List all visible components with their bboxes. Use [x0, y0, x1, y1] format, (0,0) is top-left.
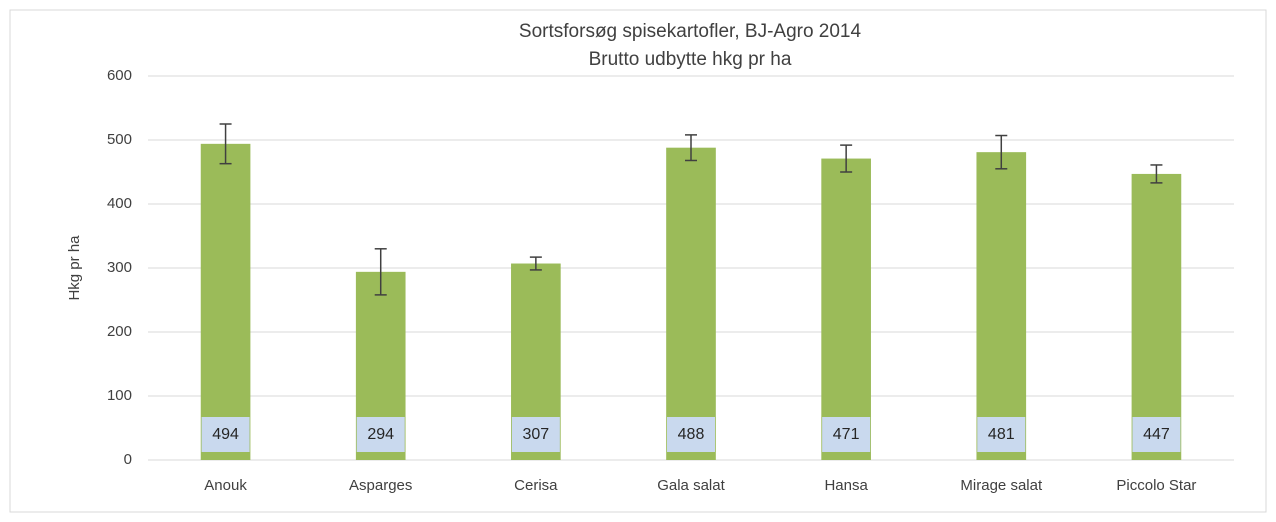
y-tick-label: 300 [107, 259, 132, 276]
data-label: 488 [678, 426, 705, 443]
chart-title: Sortsforsøg spisekartofler, BJ-Agro 2014 [519, 21, 862, 42]
error-bar [374, 248, 387, 296]
data-label-box [201, 417, 250, 452]
data-label: 481 [988, 426, 1015, 443]
chart-border [9, 9, 1267, 513]
bar [976, 152, 1027, 460]
data-label: 494 [212, 426, 239, 443]
error-bar [219, 123, 232, 165]
y-tick-label: 600 [107, 67, 132, 84]
data-label-box [667, 417, 715, 452]
bar [821, 158, 871, 460]
chart-subtitle: Brutto udbytte hkg pr ha [589, 49, 792, 70]
data-label-box [511, 417, 560, 452]
data-label-box [1132, 417, 1181, 452]
bar [1131, 173, 1182, 461]
x-tick-label: Anouk [204, 477, 247, 494]
bar [200, 143, 251, 460]
x-tick-label: Asparges [349, 477, 412, 494]
y-tick-label: 400 [107, 195, 132, 212]
x-tick-label: Cerisa [514, 477, 558, 494]
error-bar [529, 256, 542, 271]
error-bar [1150, 164, 1163, 184]
data-label: 471 [833, 426, 860, 443]
y-tick-label: 100 [107, 387, 132, 404]
x-tick-label: Mirage salat [960, 477, 1043, 494]
x-tick-label: Piccolo Star [1116, 477, 1196, 494]
error-bar [685, 134, 697, 162]
x-tick-label: Hansa [824, 477, 868, 494]
data-label: 294 [367, 426, 394, 443]
bar [666, 147, 716, 460]
error-bar [840, 144, 853, 173]
y-tick-label: 500 [107, 131, 132, 148]
y-axis-label: Hkg pr ha [66, 235, 83, 301]
data-label-box [356, 417, 405, 452]
error-bar [995, 134, 1008, 170]
y-tick-label: 200 [107, 323, 132, 340]
data-label: 447 [1143, 426, 1170, 443]
y-tick-label: 0 [124, 451, 132, 468]
x-tick-label: Gala salat [657, 477, 725, 494]
data-label-box [977, 417, 1026, 452]
data-label: 307 [523, 426, 550, 443]
data-label-box [822, 417, 871, 452]
